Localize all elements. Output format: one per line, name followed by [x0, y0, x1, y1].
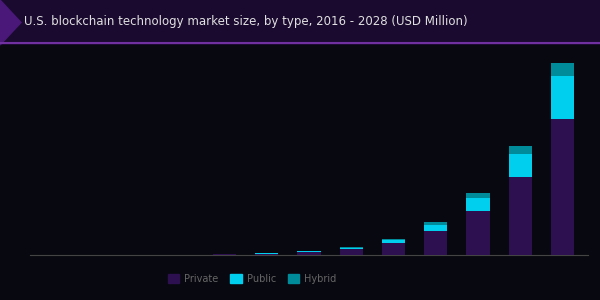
Bar [551, 119, 574, 255]
Legend: Private, Public, Hybrid: Private, Public, Hybrid [165, 271, 339, 287]
Bar [255, 254, 278, 255]
Bar [466, 194, 490, 198]
Bar [509, 146, 532, 154]
Bar [424, 231, 448, 255]
Bar [551, 76, 574, 119]
Polygon shape [0, 0, 21, 45]
Bar [466, 211, 490, 255]
Bar [551, 63, 574, 76]
Bar [382, 243, 405, 255]
Bar [213, 254, 236, 255]
Bar [382, 239, 405, 240]
Bar [424, 225, 448, 231]
Bar [298, 251, 320, 252]
Text: U.S. blockchain technology market size, by type, 2016 - 2028 (USD Million): U.S. blockchain technology market size, … [24, 15, 467, 28]
Bar [509, 177, 532, 255]
Bar [466, 198, 490, 211]
Bar [255, 253, 278, 254]
Bar [340, 249, 363, 255]
Bar [424, 222, 448, 225]
Bar [340, 248, 363, 249]
Bar [382, 240, 405, 243]
Bar [298, 252, 320, 255]
Bar [509, 154, 532, 177]
